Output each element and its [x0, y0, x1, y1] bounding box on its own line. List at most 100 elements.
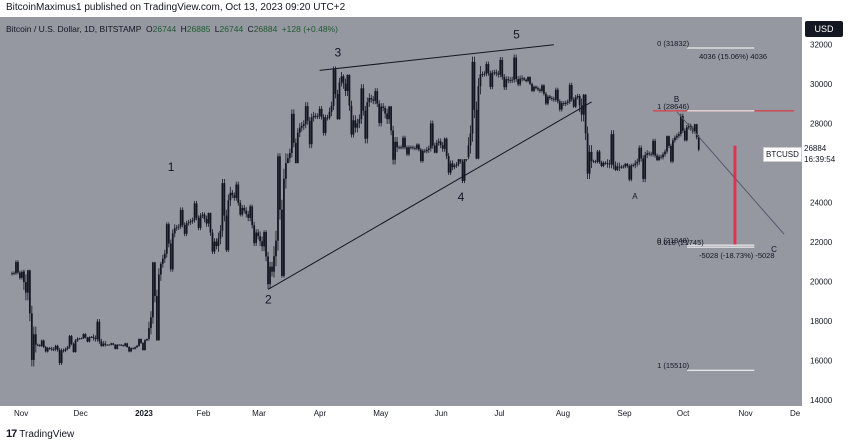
candle-body: [477, 86, 480, 159]
candle-body: [24, 282, 27, 293]
candle-body: [104, 343, 107, 345]
candle-body: [687, 125, 690, 128]
candle-body: [277, 156, 279, 241]
candle-body: [485, 64, 488, 74]
tradingview-logo[interactable]: 17 TradingView: [6, 428, 74, 440]
candle-body: [70, 336, 73, 344]
candle-body: [568, 85, 571, 102]
time-tick-label: Jun: [435, 409, 448, 418]
candle-body: [285, 163, 287, 179]
candle-body: [120, 344, 123, 346]
candle-body: [332, 69, 335, 106]
candle-body: [590, 151, 593, 162]
candle-body: [296, 132, 299, 164]
candle-body: [545, 93, 547, 104]
candle-body: [116, 344, 119, 349]
ohlc-high-label: H: [180, 24, 187, 34]
candle-body: [602, 162, 605, 166]
candle-body: [72, 343, 75, 353]
candle-body: [42, 340, 45, 347]
candle-body: [221, 183, 224, 231]
candle-body: [427, 148, 430, 150]
candle-body: [560, 103, 563, 110]
candle-body: [483, 73, 486, 75]
candle-body: [670, 145, 672, 162]
candle-body: [155, 295, 158, 341]
price-axis[interactable]: [802, 17, 850, 406]
candle-body: [610, 134, 613, 165]
time-tick-label: Dec: [74, 409, 88, 418]
candle-body: [94, 337, 97, 340]
candle-body: [146, 338, 148, 341]
candle-body: [247, 214, 250, 218]
candle-body: [195, 203, 198, 218]
time-axis[interactable]: [0, 406, 850, 422]
candle-body: [159, 263, 162, 275]
candle-body: [279, 156, 281, 210]
candle-body: [455, 164, 458, 166]
candle-body: [491, 72, 494, 87]
candle-body: [543, 85, 545, 94]
candle-body: [138, 338, 140, 346]
candle-body: [533, 86, 535, 91]
candle-body: [650, 153, 653, 155]
target-range-bar: [733, 145, 737, 246]
candle-body: [652, 140, 654, 155]
candle-body: [695, 124, 698, 138]
wave-label: 1: [168, 160, 175, 174]
candle-body: [588, 151, 591, 174]
candle-body: [320, 108, 323, 117]
candle-body: [376, 91, 379, 104]
candle-body: [23, 271, 25, 283]
candle-body: [56, 345, 59, 350]
candle-body: [163, 253, 166, 259]
candle-body: [64, 348, 67, 351]
candle-body: [416, 144, 418, 149]
ohlc-low-label: L: [214, 24, 220, 34]
candle-body: [640, 147, 643, 159]
candle-body: [318, 108, 321, 117]
candle-body: [316, 116, 319, 117]
candle-body: [654, 140, 656, 156]
candle-body: [616, 166, 619, 170]
candle-body: [50, 348, 53, 350]
candle-body: [306, 106, 309, 121]
candle-body: [102, 343, 105, 347]
candle-body: [140, 338, 142, 344]
candle-body: [243, 207, 246, 211]
candle-body: [531, 83, 533, 91]
time-tick-label: Sep: [617, 409, 632, 418]
candle-body: [263, 232, 265, 247]
fib-level-label: 0 (21848): [657, 236, 690, 245]
candle-body: [354, 120, 357, 128]
candle-body: [241, 207, 244, 215]
wave-label: C: [771, 245, 777, 254]
candle-body: [269, 266, 271, 285]
publisher-text: BitcoinMaximus1 published on TradingView…: [6, 2, 346, 13]
candle-body: [360, 88, 363, 120]
candle-body: [82, 334, 85, 339]
candle-body: [203, 214, 206, 219]
candle-body: [612, 134, 615, 166]
candle-body: [60, 350, 63, 364]
candle-body: [515, 57, 518, 80]
chart-area[interactable]: [0, 17, 802, 406]
candle-body: [497, 73, 500, 75]
fib-level-label: 0.618 (21745): [657, 238, 704, 247]
candle-body: [378, 103, 381, 124]
candle-body: [181, 209, 184, 225]
candle-body: [177, 226, 180, 228]
candle-body: [314, 115, 317, 117]
candle-body: [213, 241, 216, 252]
candle-body: [503, 76, 506, 88]
candle-body: [419, 149, 422, 161]
fib-level-label: 1 (15510): [657, 361, 690, 370]
candle-body: [648, 153, 651, 155]
candle-body: [165, 224, 168, 254]
candle-body: [392, 130, 394, 160]
candle-body: [44, 346, 47, 352]
candle-body: [229, 192, 232, 201]
candle-body: [634, 163, 637, 166]
candle-body: [546, 96, 549, 104]
currency-button[interactable]: USD: [805, 21, 843, 37]
